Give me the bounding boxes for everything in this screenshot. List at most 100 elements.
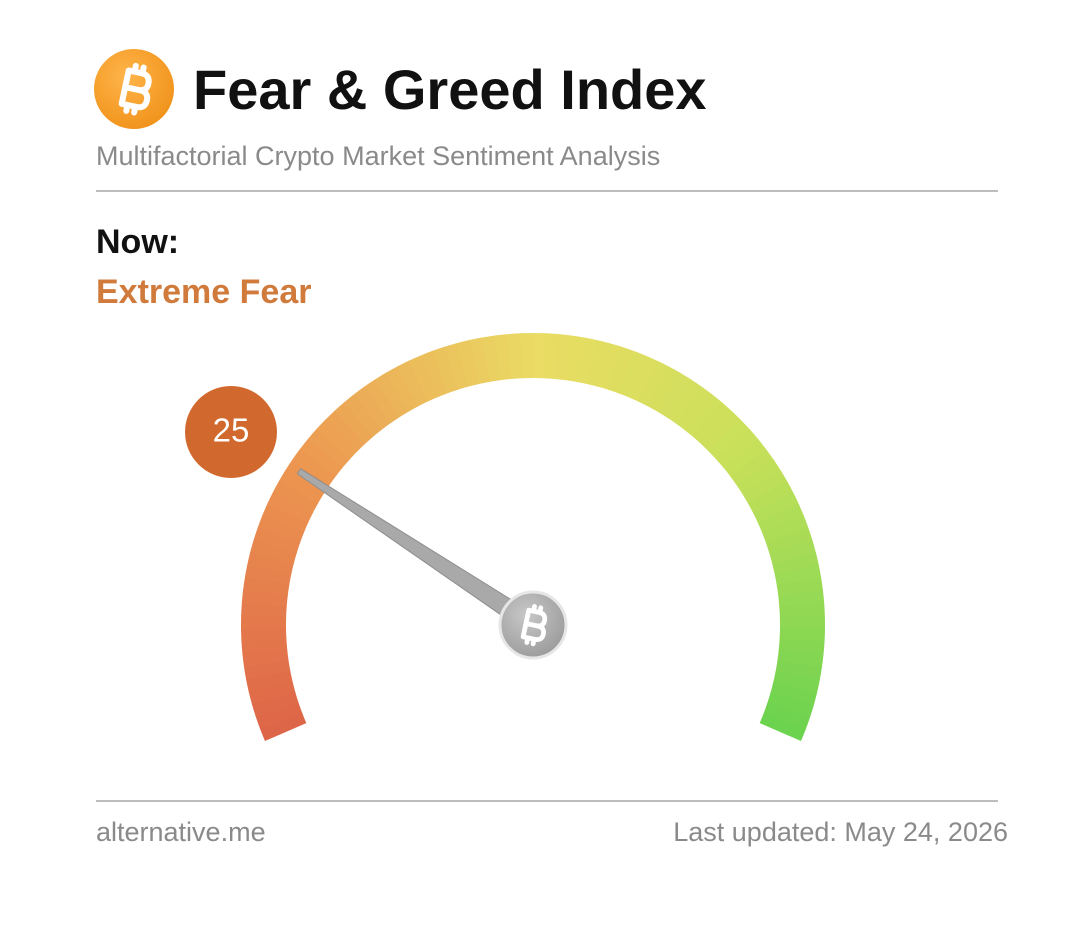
gauge-arc-segment xyxy=(779,628,825,643)
gauge-arc-segment xyxy=(259,712,307,741)
gauge-arc-segment xyxy=(692,402,733,445)
needle xyxy=(296,468,540,635)
gauge-arc-segment xyxy=(248,681,296,705)
gauge-arc-segment xyxy=(769,540,816,565)
gauge-arc-segment xyxy=(444,342,470,390)
gauge-arc-segment xyxy=(730,448,774,486)
gauge-arc-segment xyxy=(543,333,560,380)
gauge-arc-segment xyxy=(773,671,820,693)
gauge-arc-segment xyxy=(334,401,374,444)
gauge-arc-segment xyxy=(278,469,324,504)
gauge-arc-segment xyxy=(243,576,290,596)
gauge-arc-segment xyxy=(747,481,794,514)
gauge-arc-segment xyxy=(267,491,314,523)
value-label: 25 xyxy=(213,412,250,449)
gauge-arc-segment xyxy=(364,379,400,424)
gauge-arc-segment xyxy=(763,702,811,730)
bitcoin-glyph xyxy=(520,604,548,647)
gauge-arc-segment xyxy=(767,692,814,718)
gauge-arc-segment xyxy=(700,410,742,452)
source: alternative.me xyxy=(96,817,266,847)
gauge-arc-segment xyxy=(565,335,585,382)
gauge-arc-segment xyxy=(772,552,819,575)
gauge-arc-segment xyxy=(308,428,351,468)
gauge-arc-segment xyxy=(292,448,337,485)
gauge-arc-segment xyxy=(241,627,287,642)
gauge-arc-segment xyxy=(385,366,419,412)
gauge-arc-segment xyxy=(775,660,822,681)
gauge-arc-segment xyxy=(247,551,294,575)
gauge-arc-segment xyxy=(533,333,547,379)
gauge-arc-segment xyxy=(742,470,788,504)
subtitle: Multifactorial Crypto Market Sentiment A… xyxy=(96,141,660,171)
gauge-arc-segment xyxy=(246,670,293,693)
gauge-arc-segment xyxy=(723,438,767,477)
gauge-arc-segment xyxy=(300,438,344,477)
gauge-arc-segment xyxy=(251,691,299,717)
logo xyxy=(94,49,174,129)
gauge-arc-segment xyxy=(494,334,512,381)
gauge-arc-segment xyxy=(316,419,358,460)
gauge-arc-segment xyxy=(618,350,647,398)
gauge-arc-segment xyxy=(240,615,287,629)
gauge-arc-segment xyxy=(607,346,635,394)
gauge-arc-segment xyxy=(420,350,449,398)
gauge-arc-segment xyxy=(257,515,305,543)
status-label: Extreme Fear xyxy=(96,273,311,311)
gauge-arc-segment xyxy=(770,681,818,706)
gauge-arc-segment xyxy=(628,355,658,402)
gauge-arc-segment xyxy=(250,539,297,564)
gauge-arc-segment xyxy=(779,603,825,618)
gauge-arc-segment xyxy=(507,333,523,379)
value-badge xyxy=(185,386,277,478)
gauge-arc-segment xyxy=(586,340,610,387)
now-label: Now: xyxy=(96,223,179,261)
gauge-arc-segment xyxy=(597,343,623,390)
gauge-arc-segment xyxy=(753,492,800,524)
gauge-arc-segment xyxy=(397,360,429,407)
gauge-arc-segment xyxy=(241,602,287,618)
gauge-arc-segment xyxy=(554,334,573,381)
gauge-arc-segment xyxy=(708,419,751,460)
gauge-arc-segment xyxy=(374,372,410,418)
gauge-arc-segment xyxy=(778,590,825,607)
gauge-arc-segment xyxy=(666,379,703,424)
gauge-arc-segment xyxy=(675,386,713,431)
gauge-arc-segment xyxy=(432,346,459,394)
gauge-arc-segment xyxy=(244,564,292,585)
gauge-arc-segment xyxy=(779,615,825,630)
gauge-arc-segment xyxy=(576,337,598,385)
gauge-arc-segment xyxy=(456,339,480,387)
gauge-arc-segment xyxy=(520,332,534,379)
gauge-arc-segment xyxy=(253,527,301,554)
gauge-arc-segment xyxy=(262,503,309,533)
gauge-arc-segment xyxy=(272,480,319,513)
last-updated: Last updated: May 24, 2026 xyxy=(673,817,1008,847)
gauge-arc-segment xyxy=(255,702,303,730)
gauge-arc-segment xyxy=(647,366,681,412)
gauge-arc-segment xyxy=(777,649,824,668)
gauge-arc-segment xyxy=(657,372,692,418)
gauge-arc-segment xyxy=(776,577,823,597)
gauge-arc-segment xyxy=(242,649,289,668)
gauge-arc-segment xyxy=(344,393,383,437)
gauge-arc-segment xyxy=(638,360,670,407)
gauge-arc-segment xyxy=(774,564,822,586)
gauge-arc-segment xyxy=(684,394,723,438)
gauge-arc-segment xyxy=(765,527,813,554)
gauge: 25 xyxy=(185,332,825,741)
gauge-arc-segment xyxy=(762,515,809,544)
gauge-arc-segment xyxy=(241,638,288,655)
title: Fear & Greed Index xyxy=(193,58,707,121)
gauge-arc-segment xyxy=(759,713,806,741)
gauge-arc-segment xyxy=(354,386,391,430)
gauge-arc-segment xyxy=(736,459,781,495)
hub-icon xyxy=(520,604,548,647)
gauge-arc-segment xyxy=(469,337,491,384)
gauge-arc-segment xyxy=(757,504,805,534)
gauge-arc-segment xyxy=(325,410,366,452)
gauge-arc-segment xyxy=(716,429,759,468)
gauge-arc-segment xyxy=(408,355,439,402)
